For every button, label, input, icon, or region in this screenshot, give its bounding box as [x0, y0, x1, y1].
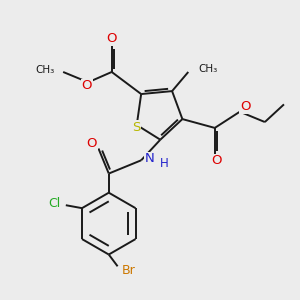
- Text: O: O: [106, 32, 117, 46]
- Text: O: O: [211, 154, 221, 167]
- Text: O: O: [240, 100, 250, 113]
- Text: Cl: Cl: [49, 197, 61, 210]
- Text: CH₃: CH₃: [36, 65, 55, 76]
- Text: O: O: [81, 79, 92, 92]
- Text: N: N: [145, 152, 154, 165]
- Text: CH₃: CH₃: [199, 64, 218, 74]
- Text: H: H: [160, 157, 169, 170]
- Text: S: S: [132, 121, 140, 134]
- Text: Br: Br: [122, 264, 136, 277]
- Text: O: O: [87, 137, 97, 150]
